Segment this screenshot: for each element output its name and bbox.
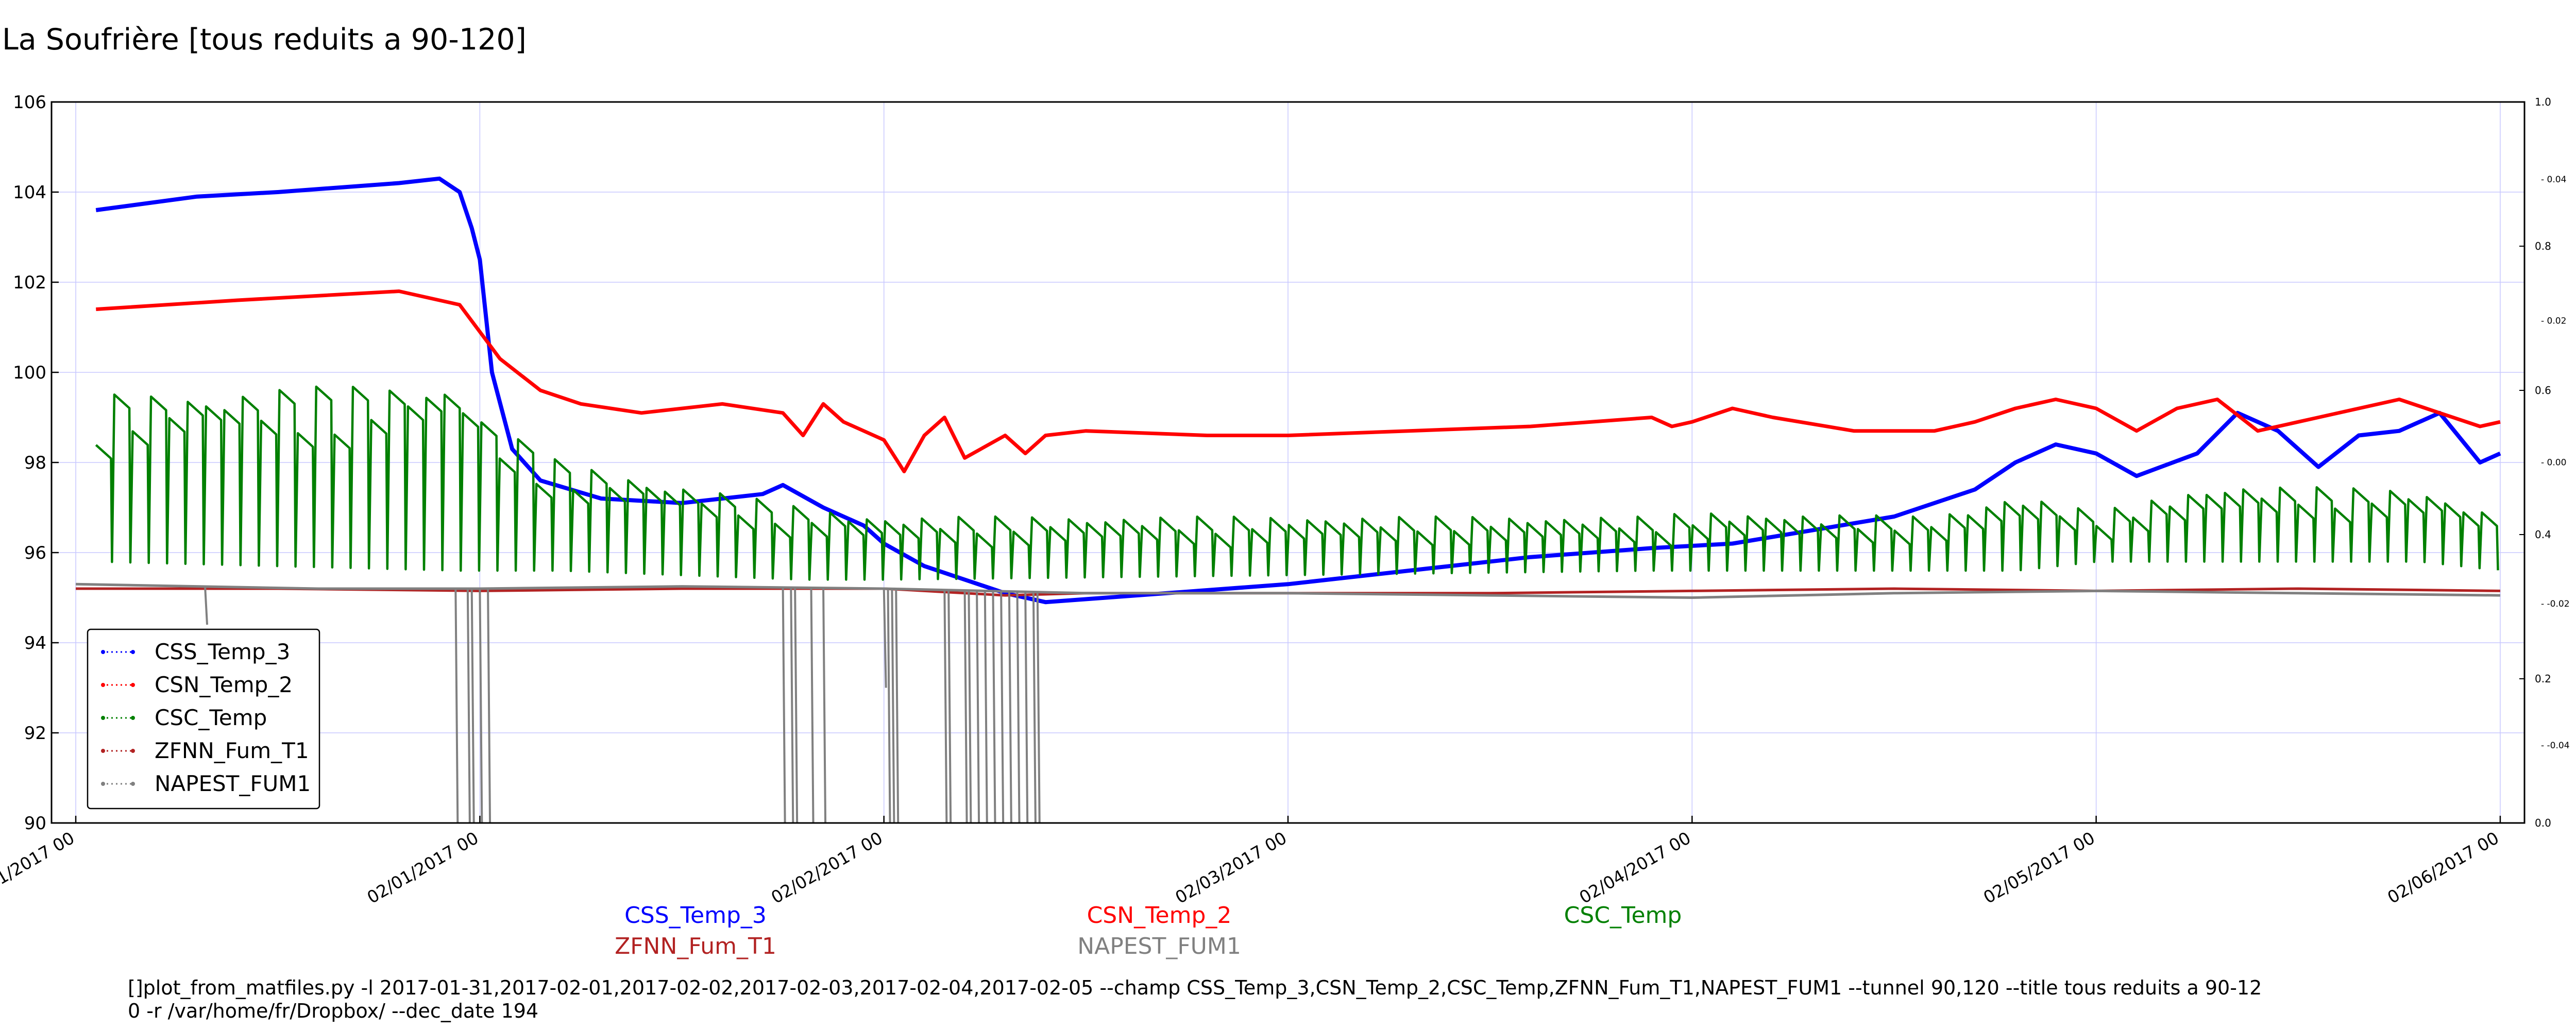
- y-tick-label: 104: [13, 182, 46, 203]
- series-dip-NAPEST_FUM1: [487, 588, 492, 823]
- series-dip-NAPEST_FUM1: [822, 588, 827, 823]
- series-dip-NAPEST_FUM1: [479, 588, 483, 823]
- series-dip-NAPEST_FUM1: [895, 589, 900, 823]
- bottom-legend-label: CSS_Temp_3: [624, 902, 767, 929]
- x-tick-label: 02/03/2017 00: [1172, 828, 1290, 907]
- right-tick-label: 0.4: [2535, 528, 2551, 541]
- series-dip-NAPEST_FUM1: [947, 590, 952, 823]
- series-dip-NAPEST_FUM1: [794, 588, 799, 823]
- legend-marker: [101, 749, 105, 753]
- series-dip-NAPEST_FUM1: [1036, 592, 1041, 823]
- right-inner-tick-label: - -0.02: [2541, 599, 2570, 609]
- series-dip-NAPEST_FUM1: [976, 591, 980, 823]
- right-tick-label: 1.0: [2535, 96, 2551, 108]
- series-line-NAPEST_FUM1: [76, 582, 2500, 599]
- series-line-CSS_Temp_3: [95, 176, 2501, 605]
- right-inner-tick-label: - 0.02: [2541, 316, 2566, 327]
- x-tick-label: 02/01/2017 00: [364, 828, 482, 907]
- x-tick-label: 02/05/2017 00: [1980, 828, 2098, 907]
- legend-marker: [131, 749, 135, 753]
- series-dip-NAPEST_FUM1: [470, 588, 475, 823]
- series-dip-NAPEST_FUM1: [984, 591, 988, 823]
- series-dip-NAPEST_FUM1: [968, 590, 972, 823]
- y-tick-label: 94: [24, 633, 46, 654]
- right-tick-label: 0.2: [2535, 673, 2551, 685]
- y-tick-label: 102: [13, 272, 46, 293]
- series-dip-NAPEST_FUM1: [782, 587, 786, 823]
- chart-title: La Soufrière [tous reduits a 90-120]: [2, 23, 527, 57]
- x-tick-label: 02/02/2017 00: [768, 828, 886, 907]
- legend-marker: [131, 782, 135, 786]
- series-dip-NAPEST_FUM1: [790, 587, 794, 823]
- legend-marker: [101, 782, 105, 786]
- plot-series: [76, 176, 2501, 823]
- x-tick-label: 31/01/2017 00: [0, 828, 78, 907]
- series-dip-NAPEST_FUM1: [943, 590, 948, 823]
- y-tick-label: 106: [13, 92, 46, 113]
- bottom-legend-label: ZFNN_Fum_T1: [615, 933, 776, 959]
- y-tick-label: 96: [24, 543, 46, 563]
- legend-label: NAPEST_FUM1: [155, 771, 311, 796]
- legend-marker: [101, 716, 105, 720]
- right-inner-tick-label: - 0.00: [2541, 457, 2566, 468]
- series-dip-NAPEST_FUM1: [204, 586, 209, 625]
- right-tick-label: 0.8: [2535, 240, 2551, 252]
- command-line-2: 0 -r /var/home/fr/Dropbox/ --dec_date 19…: [128, 1000, 539, 1022]
- series-dip-NAPEST_FUM1: [1024, 592, 1029, 823]
- series-dip-NAPEST_FUM1: [963, 590, 968, 823]
- x-tick-label: 02/04/2017 00: [1576, 828, 1694, 907]
- series-dip-NAPEST_FUM1: [1000, 591, 1005, 823]
- legend-label: CSS_Temp_3: [155, 639, 290, 664]
- legend-marker: [101, 650, 105, 654]
- series-dip-NAPEST_FUM1: [810, 588, 815, 823]
- axes: 90 92 94 96 98 100 102 104 106 31/01/2017 00 02/01…: [0, 92, 2570, 907]
- series-line-CSC_Temp: [95, 385, 2499, 581]
- x-tick-label: 02/06/2017 00: [2384, 828, 2502, 907]
- legend-marker: [101, 683, 105, 687]
- legend-label: CSC_Temp: [155, 705, 267, 730]
- y-tick-label: 100: [13, 363, 46, 383]
- series-dip-NAPEST_FUM1: [891, 589, 895, 823]
- right-tick-label: 0.0: [2535, 817, 2551, 829]
- bottom-legend-label: NAPEST_FUM1: [1077, 933, 1241, 959]
- legend-label: ZFNN_Fum_T1: [155, 738, 309, 763]
- y-tick-label: 92: [24, 723, 46, 744]
- series-line-CSN_Temp_2: [96, 289, 2501, 473]
- y-tick-label: 90: [24, 813, 46, 834]
- legend-marker: [131, 716, 135, 720]
- series-dip-NAPEST_FUM1: [887, 589, 891, 823]
- legend-frame: [87, 628, 320, 810]
- series-dip-NAPEST_FUM1: [1008, 591, 1012, 823]
- legend-marker: [131, 650, 135, 654]
- right-inner-tick-label: - -0.04: [2541, 741, 2570, 751]
- series-dip-NAPEST_FUM1: [466, 588, 471, 823]
- right-inner-tick-label: - 0.04: [2541, 175, 2566, 185]
- legend-box: CSS_Temp_3 CSN_Temp_2 CSC_Temp ZFNN_Fum_T1 N…: [87, 628, 320, 810]
- bottom-legend-label: CSC_Temp: [1564, 902, 1682, 929]
- series-dip-NAPEST_FUM1: [454, 588, 459, 823]
- command-line-text: []plot_from_matfiles.py -l 2017-01-31,20…: [128, 976, 2262, 1023]
- bottom-legend-label: CSN_Temp_2: [1087, 902, 1232, 929]
- series-dip-NAPEST_FUM1: [992, 591, 996, 823]
- command-line-1: []plot_from_matfiles.py -l 2017-01-31,20…: [128, 976, 2262, 999]
- right-tick-label: 0.6: [2535, 384, 2551, 397]
- y-tick-label: 98: [24, 453, 46, 473]
- legend-marker: [131, 683, 135, 687]
- series-dip-NAPEST_FUM1: [883, 588, 887, 688]
- series-dip-NAPEST_FUM1: [1016, 591, 1021, 823]
- series-dip-NAPEST_FUM1: [1032, 592, 1037, 823]
- legend-label: CSN_Temp_2: [155, 672, 293, 697]
